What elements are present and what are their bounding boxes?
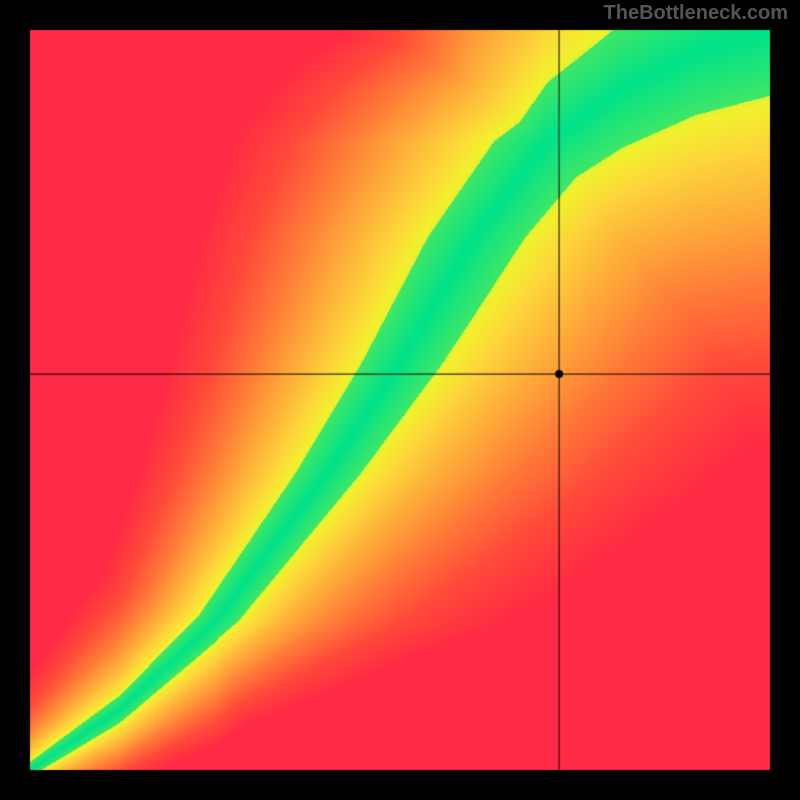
chart-container: TheBottleneck.com bbox=[0, 0, 800, 800]
watermark-text: TheBottleneck.com bbox=[604, 2, 788, 25]
heatmap-canvas bbox=[0, 0, 800, 800]
